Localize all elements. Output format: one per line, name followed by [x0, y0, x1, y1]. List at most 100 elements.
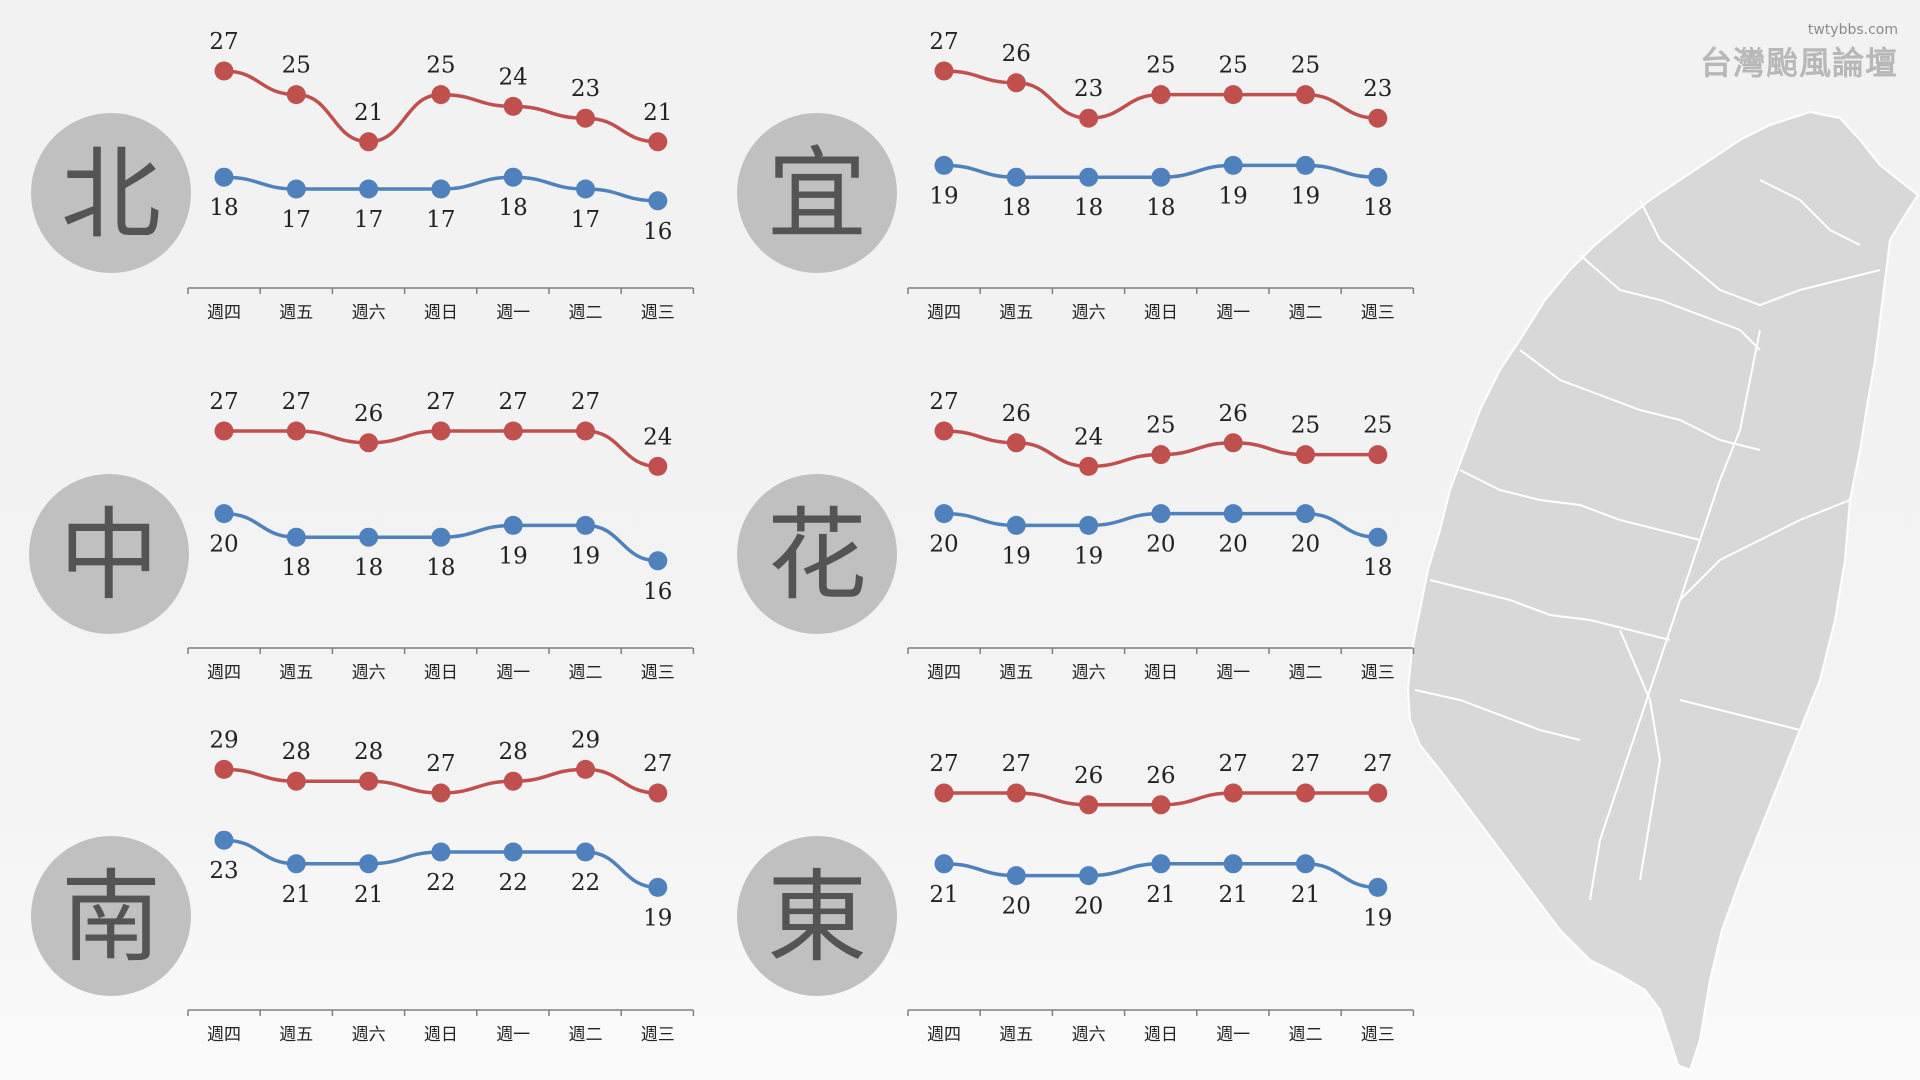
data-point-high: [1368, 783, 1388, 803]
data-point-high: [431, 421, 451, 441]
data-point-high: [1006, 433, 1026, 453]
data-label-low: 18: [1074, 195, 1103, 221]
data-label-high: 27: [499, 389, 528, 415]
data-label-high: 27: [1291, 751, 1320, 777]
data-label-low: 22: [571, 870, 600, 896]
data-point-low: [648, 877, 668, 897]
data-point-high: [1296, 445, 1315, 465]
data-label-low: 17: [426, 207, 455, 233]
x-tick-label: 週日: [1144, 303, 1178, 323]
data-label-low: 21: [282, 882, 311, 908]
data-label-low: 20: [1146, 532, 1175, 558]
x-tick-label: 週三: [641, 1025, 675, 1045]
region-circle: [29, 474, 189, 634]
data-point-low: [214, 504, 234, 524]
data-label-low: 20: [209, 532, 238, 558]
data-label-high: 26: [1074, 763, 1103, 789]
data-point-low: [1006, 515, 1026, 535]
data-label-low: 21: [929, 882, 958, 908]
data-point-low: [431, 842, 451, 862]
data-label-high: 26: [1219, 401, 1248, 427]
x-tick-label: 週一: [496, 303, 530, 323]
data-point-low: [431, 179, 451, 199]
chart-2: 週四 週五 週六 週日 週一 週二 週三 27 27 26 27 27 27 24 20 18 18 18 19 19…: [187, 389, 695, 683]
data-point-low: [934, 854, 954, 874]
data-point-high: [503, 96, 523, 116]
data-point-low: [286, 527, 306, 547]
x-tick-label: 週五: [279, 663, 313, 683]
x-tick-label: 週一: [496, 663, 530, 683]
taiwan-map-icon: [1406, 110, 1920, 1072]
chart-0: 週四 週五 週六 週日 週一 週二 週三 27 25 21 25 24 23 21 18 17 17 17 18 17…: [187, 29, 695, 323]
data-label-low: 16: [643, 219, 672, 245]
data-label-high: 24: [1074, 424, 1103, 450]
x-tick-label: 週四: [207, 663, 241, 683]
data-point-low: [1006, 866, 1026, 886]
x-tick-label: 週一: [1216, 663, 1250, 683]
x-tick-label: 週三: [1361, 1025, 1395, 1045]
data-point-high: [576, 759, 595, 779]
x-tick-label: 週三: [641, 303, 675, 323]
data-label-high: 27: [929, 751, 958, 777]
region-label: 花: [767, 497, 867, 614]
data-point-high: [576, 108, 595, 128]
data-point-high: [934, 783, 954, 803]
x-tick-label: 週日: [1144, 663, 1178, 683]
data-point-low: [934, 155, 954, 175]
data-label-high: 27: [929, 389, 958, 415]
data-label-high: 24: [643, 424, 672, 450]
region-circle: [31, 836, 191, 996]
data-label-high: 21: [643, 100, 672, 126]
x-tick-label: 週五: [999, 303, 1033, 323]
data-label-high: 27: [1219, 751, 1248, 777]
data-point-high: [286, 85, 306, 105]
x-tick-label: 週二: [569, 303, 603, 323]
data-point-low: [1151, 854, 1171, 874]
data-point-low: [1296, 504, 1315, 524]
data-point-high: [286, 421, 306, 441]
data-label-high: 27: [209, 389, 238, 415]
region-badge-5: 東: [737, 836, 897, 996]
data-label-high: 28: [282, 739, 311, 765]
data-point-high: [648, 783, 668, 803]
data-label-low: 22: [426, 870, 455, 896]
data-point-low: [359, 854, 379, 874]
region-badge-3: 花: [737, 474, 897, 634]
x-tick-label: 週二: [569, 1025, 603, 1045]
region-badge-4: 南: [31, 836, 191, 996]
chart-4: 週四 週五 週六 週日 週一 週二 週三 29 28 28 27 28 29 27 23 21 21 22 22 22…: [187, 727, 695, 1045]
data-label-high: 27: [1002, 751, 1031, 777]
data-label-high: 25: [1219, 53, 1248, 79]
chart-5: 週四 週五 週六 週日 週一 週二 週三 27 27 26 26 27 27 27 21 20 20 21 21 21…: [907, 751, 1415, 1045]
x-tick-label: 週六: [352, 663, 386, 683]
data-point-low: [286, 179, 306, 199]
data-point-high: [1223, 783, 1243, 803]
data-label-high: 27: [571, 389, 600, 415]
data-label-high: 25: [1146, 413, 1175, 439]
data-label-high: 28: [499, 739, 528, 765]
data-point-high: [431, 85, 451, 105]
data-label-high: 27: [426, 389, 455, 415]
data-label-low: 18: [282, 555, 311, 581]
data-point-high: [576, 421, 595, 441]
data-point-high: [1368, 108, 1388, 128]
data-point-high: [1151, 85, 1171, 105]
data-label-low: 18: [1363, 555, 1392, 581]
data-label-low: 17: [282, 207, 311, 233]
data-label-low: 16: [643, 579, 672, 605]
data-point-high: [214, 759, 234, 779]
x-tick-label: 週五: [279, 303, 313, 323]
data-point-low: [1079, 866, 1099, 886]
data-label-high: 23: [1363, 76, 1392, 102]
data-point-high: [286, 771, 306, 791]
region-circle: [737, 474, 897, 634]
data-label-low: 19: [499, 543, 528, 569]
data-label-low: 23: [209, 858, 238, 884]
data-label-high: 29: [209, 727, 238, 753]
data-label-high: 27: [282, 389, 311, 415]
data-point-low: [1079, 167, 1099, 187]
data-point-low: [1151, 167, 1171, 187]
data-label-high: 26: [1002, 41, 1031, 67]
data-label-high: 21: [354, 100, 383, 126]
logo-name: 台灣颱風論壇: [1699, 44, 1898, 82]
